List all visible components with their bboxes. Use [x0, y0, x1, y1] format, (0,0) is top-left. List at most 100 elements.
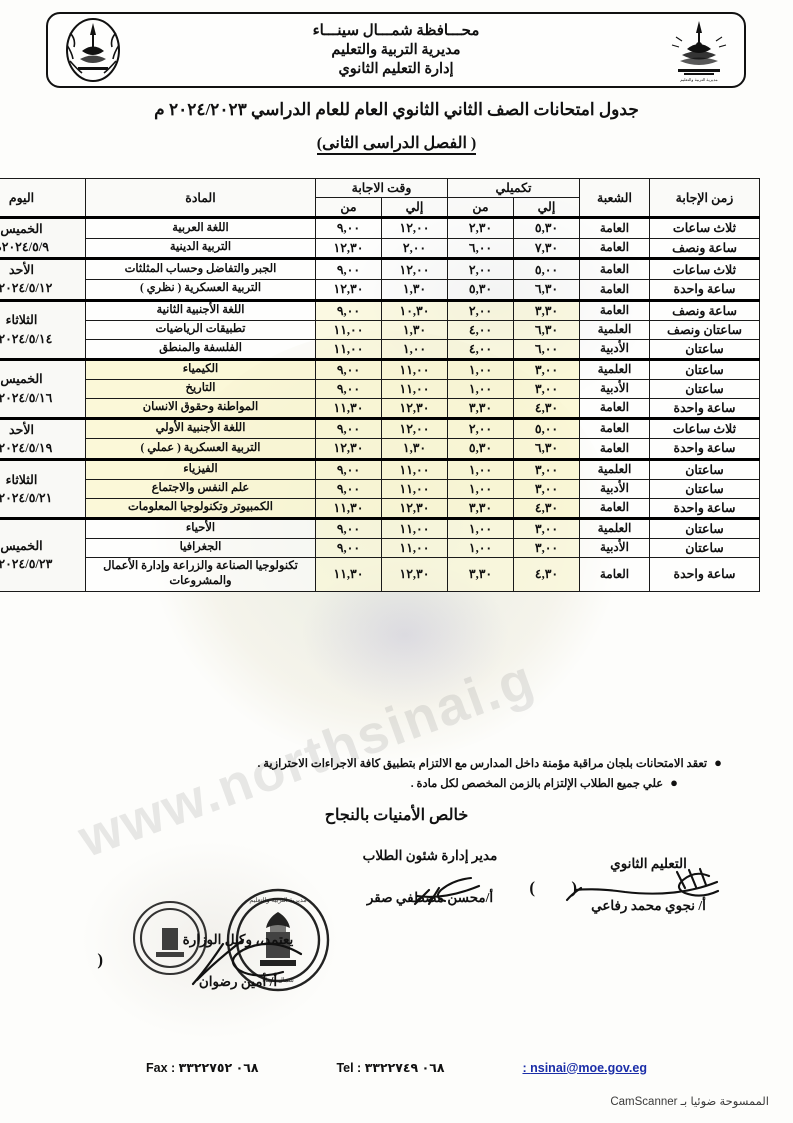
cell-duration: ساعتان ونصف [649, 319, 760, 340]
governorate-line: محـــافظة شمـــال سينـــاء [312, 22, 480, 39]
cell-duration: ساعة ونصف [649, 298, 760, 321]
cell-sup-to: ٦,٣٠ [513, 319, 580, 340]
col-time-from: من [314, 197, 383, 218]
cell-section: العامة [579, 278, 650, 301]
signature-role: التعليم الثانوي [610, 856, 687, 871]
table-row: ساعتان ونصف العلمية ٦,٣٠ ٤,٠٠ ١,٣٠ ١١,٠٠ تطبيق… [0, 319, 760, 340]
cell-day: الثلاثاء ٢٠٢٤/٥/٢١م [0, 457, 86, 519]
cell-to: ١,٣٠ [381, 278, 448, 301]
bullet-icon: ● [714, 755, 722, 770]
email-link[interactable]: nsinai@moe.gov.eg : [522, 1060, 647, 1075]
cell-sup-to: ٤,٣٠ [513, 397, 580, 419]
notes-list: ● تعقد الامتحانات بلجان مراقبة مؤمنة داخ… [70, 755, 730, 797]
signature-paren-open: ( [571, 878, 577, 897]
letterhead-text: محـــافظة شمـــال سينـــاء مديرية التربي… [130, 22, 662, 78]
cell-to: ١,٠٠ [381, 338, 448, 360]
signature-secondary-education: التعليم الثانوي أ/ نجوي محمد رفاعي [546, 856, 751, 914]
cell-duration: ساعتان [649, 537, 760, 558]
cell-to: ١,٣٠ [381, 319, 448, 340]
day-name: الأحد [9, 422, 34, 437]
cell-subject: اللغة الأجنبية الأولي [84, 416, 316, 440]
cell-section: العلمية [579, 516, 650, 539]
table-row: ساعة واحدة العامة ٤,٣٠ ٣,٣٠ ١٢,٣٠ ١١,٣٠ تكنولو… [0, 556, 760, 592]
day-name: الأحد [9, 263, 34, 278]
note-item: ● علي جميع الطلاب الإلتزام بالزمن المخصص… [70, 775, 730, 793]
day-date: ٢٠٢٤/٥/٢٣م [0, 557, 53, 572]
day-date: ٢٠٢٤/٥/٢١م [0, 490, 53, 505]
cell-subject: الجغرافيا [84, 537, 316, 558]
signature-name: أ/محسن مصطفي صقر [366, 890, 494, 905]
exam-schedule-table-wrap: زمن الإجابة الشعبة تكميلي وقت الاجابة ال… [0, 178, 760, 592]
table-row: ساعتان العلمية ٣,٠٠ ١,٠٠ ١١,٠٠ ٩,٠٠ الفيزياء ال… [0, 457, 760, 519]
cell-duration: ساعة واحدة [649, 397, 760, 419]
col-supplementary: تكميلي [447, 178, 580, 198]
col-answer-time: وقت الاجابة [314, 178, 449, 198]
cell-sup-to: ٣,٠٠ [513, 357, 580, 380]
cell-sup-from: ١,٠٠ [447, 457, 514, 480]
signature-name: أ/ أمين رضوان [198, 974, 278, 989]
day-date: ٢٠٢٤/٥/١٦م [0, 390, 53, 405]
cell-sup-from: ٤,٠٠ [447, 338, 514, 360]
day-name: الخميس [0, 539, 43, 554]
cell-duration: ساعتان [649, 516, 760, 539]
cell-subject: اللغة الأجنبية الثانية [84, 298, 316, 321]
cell-day: الثلاثاء ٢٠٢٤/٥/١٤م [0, 298, 86, 360]
cell-from: ٩,٠٠ [314, 357, 383, 380]
cell-section: الأدبية [579, 478, 650, 499]
cell-section: العلمية [579, 357, 650, 380]
cell-subject: التاريخ [84, 378, 316, 399]
table-row: ساعتان الأدبية ٣,٠٠ ١,٠٠ ١١,٠٠ ٩,٠٠ الجغرافيا [0, 537, 760, 558]
table-header-row-1: زمن الإجابة الشعبة تكميلي وقت الاجابة ال… [0, 178, 760, 218]
cell-day: الأحد ٢٠٢٤/٥/١٢م [0, 257, 86, 301]
cell-section: العامة [579, 237, 650, 260]
cell-sup-to: ٣,٠٠ [513, 537, 580, 558]
cell-duration: ثلاث ساعات [649, 216, 760, 239]
cell-section: العامة [579, 397, 650, 419]
signature-paren-close: ) [529, 878, 535, 897]
cell-from: ١٢,٣٠ [314, 278, 383, 301]
cell-duration: ساعتان [649, 338, 760, 360]
cell-sup-to: ٥,٠٠ [513, 416, 580, 440]
day-date: ٢٠٢٤/٥/١٢م [0, 281, 53, 296]
cell-from: ١١,٠٠ [314, 319, 383, 340]
cell-duration: ساعتان [649, 357, 760, 380]
cell-to: ١٢,٠٠ [381, 257, 448, 280]
cell-sup-from: ٢,٠٠ [447, 416, 514, 440]
signature-ministry-undersecretary: يعتمد،، وكيل الوزارة أ/ أمين رضوان [113, 932, 363, 990]
cell-to: ١٢,٠٠ [381, 416, 448, 440]
table-header-row-2: إلي من إلي من [0, 197, 760, 218]
svg-text:مديرية التربية والتعليم: مديرية التربية والتعليم [249, 897, 306, 904]
cell-subject: علم النفس والاجتماع [84, 478, 316, 499]
bullet-icon: ● [670, 775, 678, 791]
cell-from: ٩,٠٠ [314, 298, 383, 321]
cell-from: ٩,٠٠ [314, 478, 383, 499]
cell-sup-from: ٢,٠٠ [447, 257, 514, 280]
cell-section: العلمية [579, 457, 650, 480]
cell-section: الأدبية [579, 537, 650, 558]
cell-duration: ساعة واحدة [649, 438, 760, 460]
cell-to: ١٢,٣٠ [381, 497, 448, 519]
cell-from: ٩,٠٠ [314, 457, 383, 480]
cell-section: العلمية [579, 319, 650, 340]
cell-to: ١١,٠٠ [381, 357, 448, 380]
footer-contact: Fax : ٠٦٨ ٣٣٢٢٧٥٢ Tel : ٠٦٨ ٣٣٢٢٧٤٩ nsin… [0, 1060, 793, 1076]
signature-role: يعتمد،، وكيل الوزارة [182, 932, 294, 947]
cell-from: ١٢,٣٠ [314, 237, 383, 260]
cell-section: العامة [579, 416, 650, 440]
department-line: إدارة التعليم الثانوي [338, 60, 454, 77]
cell-duration: ساعة ونصف [649, 237, 760, 260]
cell-sup-from: ١,٠٠ [447, 378, 514, 399]
cell-to: ١١,٠٠ [381, 516, 448, 539]
table-body: ثلاث ساعات العامة ٥,٣٠ ٢,٣٠ ١٢,٠٠ ٩,٠٠ اللغة ا… [0, 215, 760, 592]
cell-duration: ساعة واحدة [649, 556, 760, 592]
cell-to: ١١,٠٠ [381, 478, 448, 499]
cell-sup-from: ١,٠٠ [447, 537, 514, 558]
table-row: ثلاث ساعات العامة ٥,٠٠ ٢,٠٠ ١٢,٠٠ ٩,٠٠ اللغة ا… [0, 416, 760, 460]
cell-day: الخميس ٢٠٢٤/٥/٢٣م [0, 516, 86, 592]
cell-sup-from: ٥,٣٠ [447, 438, 514, 460]
col-day: اليوم [0, 178, 86, 218]
cell-to: ١١,٠٠ [381, 537, 448, 558]
cell-section: العامة [579, 257, 650, 280]
cell-duration: ثلاث ساعات [649, 416, 760, 440]
